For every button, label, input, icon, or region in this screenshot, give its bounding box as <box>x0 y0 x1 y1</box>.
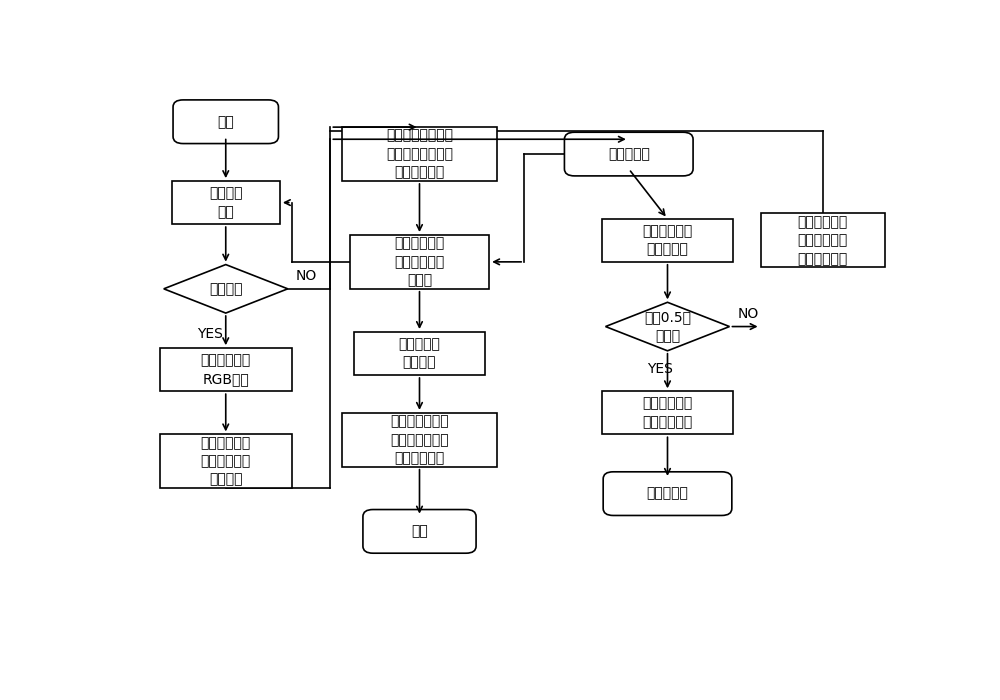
Text: 得到待识别的
RGB图片: 得到待识别的 RGB图片 <box>201 354 251 386</box>
Text: 提取余弦相似
度的平均值: 提取余弦相似 度的平均值 <box>642 224 693 256</box>
Polygon shape <box>164 265 288 313</box>
FancyBboxPatch shape <box>603 472 732 515</box>
Text: 选择加权余弦相
似度最大的类别
作为诊断结果: 选择加权余弦相 似度最大的类别 作为诊断结果 <box>390 414 449 465</box>
Text: NO: NO <box>737 307 758 321</box>
Polygon shape <box>606 302 729 351</box>
Text: 计算加权余
弦相似度: 计算加权余 弦相似度 <box>399 337 440 370</box>
Text: 结束: 结束 <box>411 524 428 538</box>
Text: 拍摄植物
照片: 拍摄植物 照片 <box>209 186 242 219</box>
Text: 特征数据库: 特征数据库 <box>608 147 650 161</box>
Bar <box>160 348 292 391</box>
Bar <box>761 214 885 267</box>
Text: YES: YES <box>647 362 673 376</box>
Text: 送入病害区域
检测模型得到
病斑区域: 送入病害区域 检测模型得到 病斑区域 <box>201 436 251 486</box>
Text: YES: YES <box>197 326 223 341</box>
Bar <box>350 235 489 289</box>
Text: 用户确认: 用户确认 <box>209 282 242 296</box>
Bar <box>342 127 497 181</box>
Text: NO: NO <box>296 270 317 284</box>
FancyBboxPatch shape <box>363 510 476 553</box>
Bar <box>342 413 497 467</box>
Bar <box>602 391 733 434</box>
Text: 将检测得到的病斑
区域一次送入病害
特征提取模型: 将检测得到的病斑 区域一次送入病害 特征提取模型 <box>386 129 453 179</box>
Bar <box>160 434 292 489</box>
Text: 开始: 开始 <box>217 115 234 129</box>
Text: 根据病斑区域
面积计算余弦
相似度: 根据病斑区域 面积计算余弦 相似度 <box>394 237 445 287</box>
FancyBboxPatch shape <box>564 132 693 176</box>
Text: 专家数据库: 专家数据库 <box>647 486 688 500</box>
FancyBboxPatch shape <box>173 100 278 144</box>
Text: 送入专家数据
库中等待标记: 送入专家数据 库中等待标记 <box>642 397 693 429</box>
Bar <box>354 332 485 375</box>
Text: 更新特征数据
库中的余弦相
似度的平均值: 更新特征数据 库中的余弦相 似度的平均值 <box>797 215 848 266</box>
Bar <box>172 181 280 224</box>
Text: 小于0.5倍
平均值: 小于0.5倍 平均值 <box>644 310 691 343</box>
Bar <box>602 219 733 262</box>
